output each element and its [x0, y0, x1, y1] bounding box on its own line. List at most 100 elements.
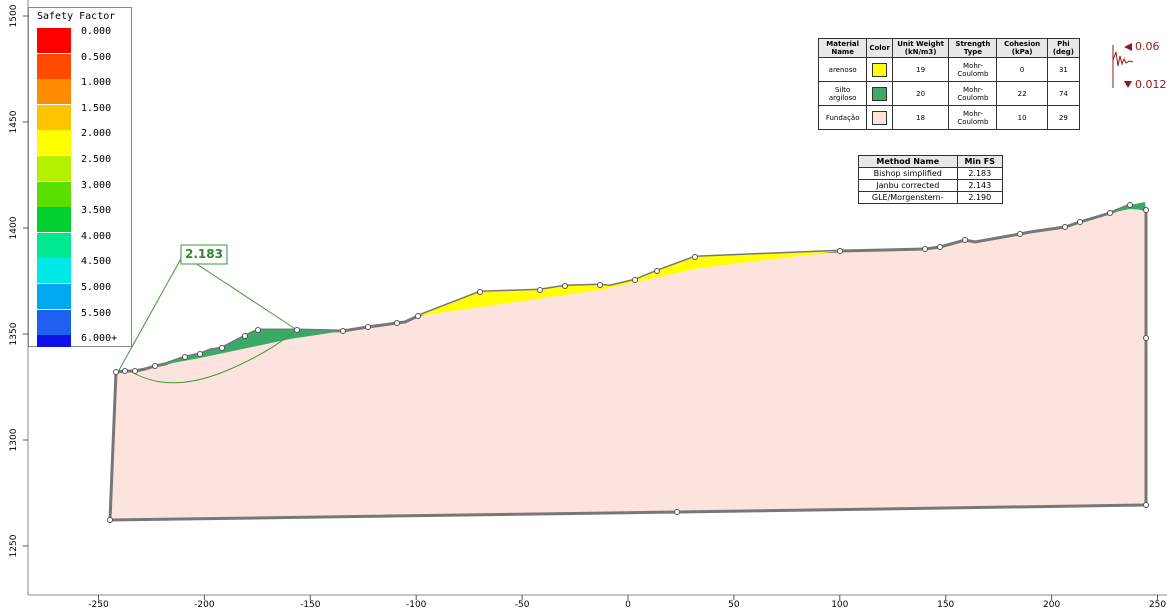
x-tick-label: 50	[728, 600, 740, 609]
x-tick-label: -50	[515, 600, 530, 609]
legend: Safety Factor 0.000 0.500 1.000 1.500 2.000 2…	[28, 7, 132, 348]
materials-table: Material Name Color Unit Weight (kN/m3) Str…	[817, 38, 1081, 130]
cell: 22	[996, 81, 1048, 106]
material-row: arenoso 19 Mohr-Coulomb 0 31	[817, 57, 1081, 82]
cell	[866, 81, 893, 106]
cell: Fundação	[817, 105, 868, 130]
legend-swatch	[37, 53, 71, 79]
legend-label: 4.000	[81, 230, 112, 242]
cell: 2.143	[956, 179, 1004, 192]
y-tick-label: 1250	[9, 534, 19, 557]
y-tick-label: 1300	[9, 428, 19, 451]
legend-label: 0.500	[81, 51, 112, 63]
cell: Mohr-Coulomb	[948, 105, 998, 130]
cell: 10	[996, 105, 1048, 130]
material-row: Silto argiloso 20 Mohr-Coulomb 22 74	[817, 81, 1081, 106]
color-swatch	[872, 110, 888, 125]
header-cell: Min FS	[956, 155, 1004, 168]
header-row: Material Name Color Unit Weight (kN/m3) Str…	[817, 38, 1081, 58]
x-tick-label: 150	[937, 600, 954, 609]
fs-box	[180, 244, 228, 265]
x-tick-label: 0	[625, 600, 631, 609]
legend-swatch	[37, 181, 71, 207]
header-cell: Unit Weight (kN/m3)	[891, 38, 950, 58]
legend-swatch	[37, 258, 71, 284]
method-row: GLE/Morgenstern- 2.190	[858, 191, 1004, 204]
legend-label: 2.000	[81, 128, 112, 140]
legend-swatch	[37, 156, 71, 181]
header-cell: Method Name	[858, 155, 958, 168]
cell: Janbu corrected	[858, 179, 958, 192]
legend-swatch	[37, 79, 71, 105]
cell: Silto argiloso	[817, 81, 868, 106]
legend-label: 3.000	[81, 179, 112, 191]
leader	[117, 254, 184, 373]
legend-swatch	[37, 130, 71, 156]
legend-swatch	[37, 335, 71, 348]
legend-label: 5.000	[81, 282, 112, 293]
legend-label: 0.000	[81, 26, 112, 37]
x-tick-label: 200	[1043, 600, 1060, 609]
cell: 29	[1046, 105, 1081, 130]
legend-swatch	[37, 28, 71, 53]
x-tick-label: 250	[1149, 600, 1166, 609]
legend-swatch	[37, 232, 71, 258]
cell: 0	[996, 57, 1048, 82]
cell: 2.190	[956, 191, 1004, 204]
cell: Mohr-Coulomb	[948, 57, 998, 82]
fs-label: 2.183	[185, 247, 223, 261]
legend-label: 4.500	[81, 256, 112, 268]
header-row: Method Name Min FS	[858, 155, 1004, 168]
x-tick-label: -150	[300, 600, 321, 609]
cell: 2.183	[956, 167, 1004, 180]
y-tick-label: 1450	[9, 110, 19, 133]
y-tick-label: 1400	[9, 216, 19, 239]
y-tick-label: 1500	[9, 4, 19, 27]
legend-label: 3.500	[81, 205, 112, 217]
cell: Mohr-Coulomb	[948, 81, 998, 106]
cell: 19	[891, 57, 950, 82]
cell: 18	[891, 105, 950, 130]
x-tick-label: -250	[88, 600, 109, 609]
method-row: Bishop simplified 2.183	[858, 167, 1004, 180]
legend-label: 5.500	[81, 307, 112, 319]
cell	[866, 57, 893, 82]
legend-label: 1.000	[81, 77, 112, 89]
arrow	[1124, 43, 1132, 51]
seismic-v: 0.012	[1135, 78, 1167, 91]
header-cell: Cohesion (kPa)	[996, 38, 1048, 58]
legend-label: 2.500	[81, 154, 112, 165]
cell: arenoso	[817, 57, 868, 82]
leader	[182, 254, 298, 331]
seismic-icon	[1112, 45, 1134, 88]
methods-clip: Method Name Min FS Bishop simplified 2.183 J…	[858, 155, 1004, 222]
cell: 20	[891, 81, 950, 106]
x-tick-label: -200	[194, 600, 215, 609]
legend-label: 6.000+	[81, 333, 118, 345]
color-swatch	[872, 62, 888, 77]
y-tick-label: 1350	[9, 322, 19, 345]
methods-table: Method Name Min FS Bishop simplified 2.183 J…	[858, 155, 1004, 204]
cell: 31	[1046, 57, 1081, 82]
x-tick-label: 100	[831, 600, 848, 609]
cell	[866, 105, 893, 130]
legend-title: Safety Factor	[37, 11, 116, 22]
vertices	[107, 202, 1149, 523]
sand-layer	[418, 251, 840, 316]
method-row: Janbu corrected 2.143	[858, 179, 1004, 192]
material-row: Fundação 18 Mohr-Coulomb 10 29	[817, 105, 1081, 130]
seismic-h: 0.06	[1135, 40, 1160, 53]
header-cell: Strength Type	[948, 38, 998, 58]
slip-surface	[129, 329, 297, 384]
header-cell: Color	[866, 38, 893, 58]
legend-label: 1.500	[81, 102, 112, 114]
x-tick-label: -100	[406, 600, 427, 609]
cell: GLE/Morgenstern-	[858, 191, 958, 204]
legend-swatch	[37, 309, 71, 335]
header-cell: Phi (deg)	[1046, 38, 1081, 58]
header-cell: Material Name	[817, 38, 868, 58]
silt-layer	[1110, 202, 1146, 213]
legend-swatch	[37, 104, 71, 130]
legend-swatch	[37, 284, 71, 309]
